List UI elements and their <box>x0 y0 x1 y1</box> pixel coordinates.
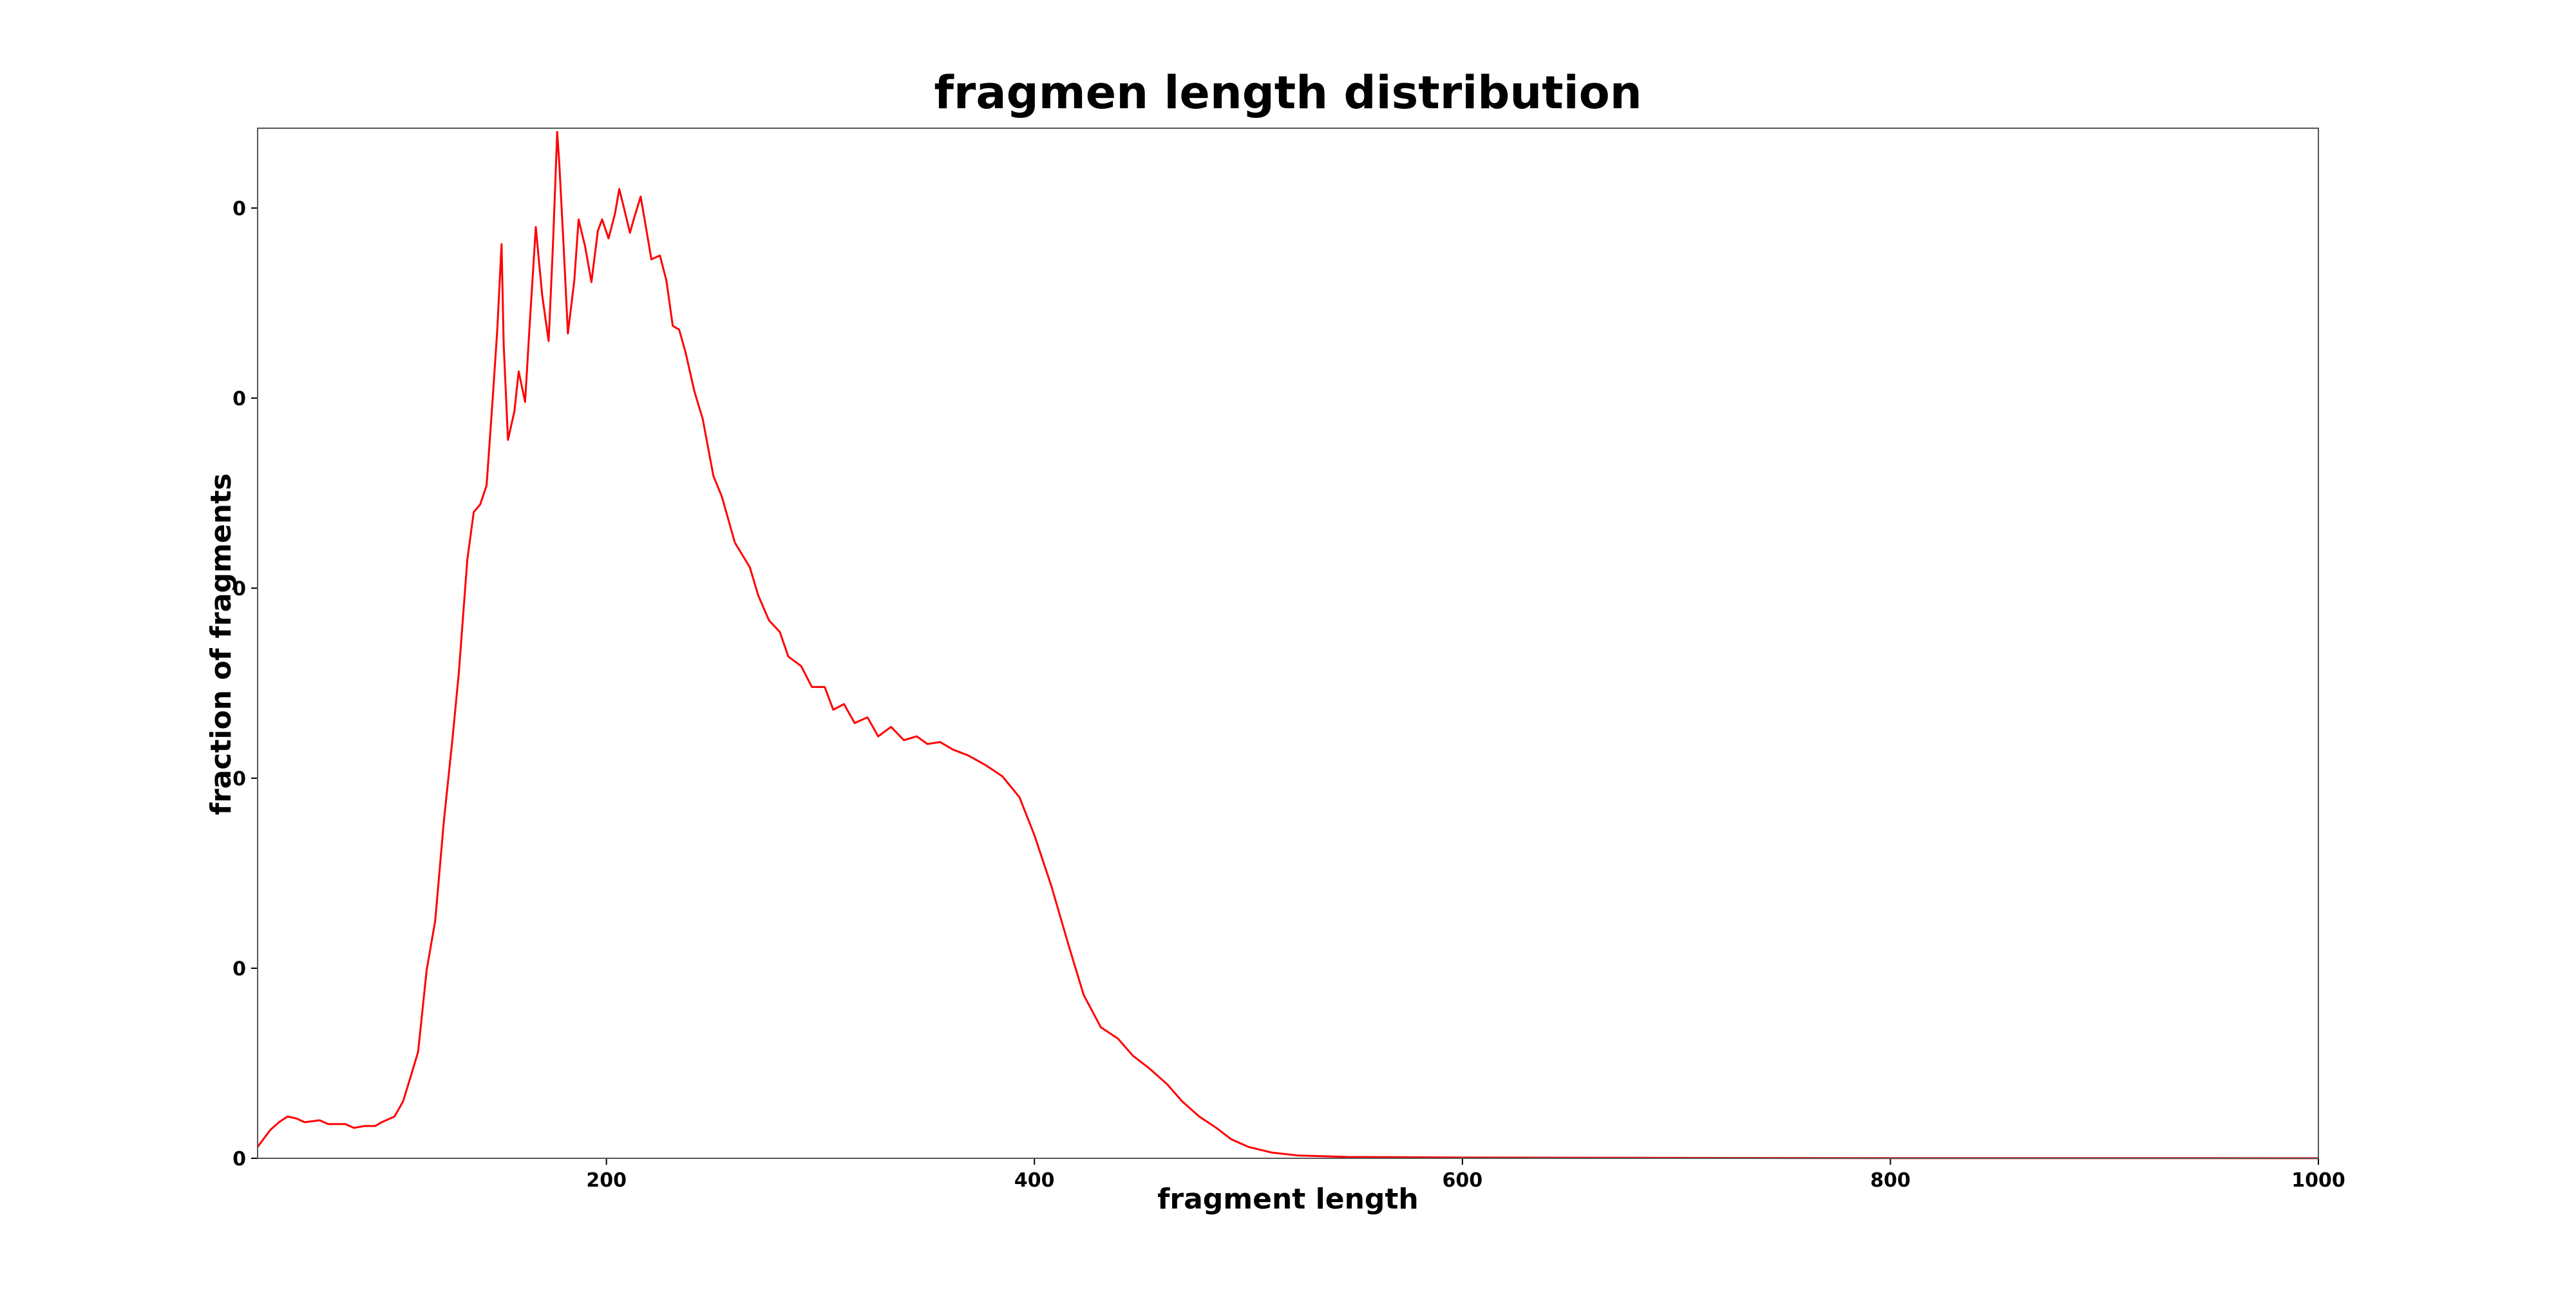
y-tick-label: 0 <box>232 578 246 600</box>
y-axis-label: fraction of fragments <box>205 473 238 816</box>
data-line <box>256 131 2319 1160</box>
x-tick-label: 200 <box>586 1169 627 1192</box>
x-tick-label: 400 <box>1014 1169 1055 1192</box>
x-axis-label: fragment length <box>1157 1183 1419 1216</box>
y-tick-label: 0 <box>232 958 246 980</box>
plot-frame <box>257 128 2319 1159</box>
x-tick-label: 1000 <box>2291 1169 2345 1192</box>
x-tick-label: 600 <box>1443 1169 1483 1192</box>
y-tick-label: 0 <box>232 198 246 220</box>
y-tick-label: 0 <box>232 388 246 410</box>
y-tick-label: 0 <box>232 768 246 790</box>
x-tick-label: 800 <box>1870 1169 1911 1192</box>
y-tick-label: 0 <box>232 1148 246 1171</box>
chart-title: fragmen length distribution <box>934 66 1642 119</box>
